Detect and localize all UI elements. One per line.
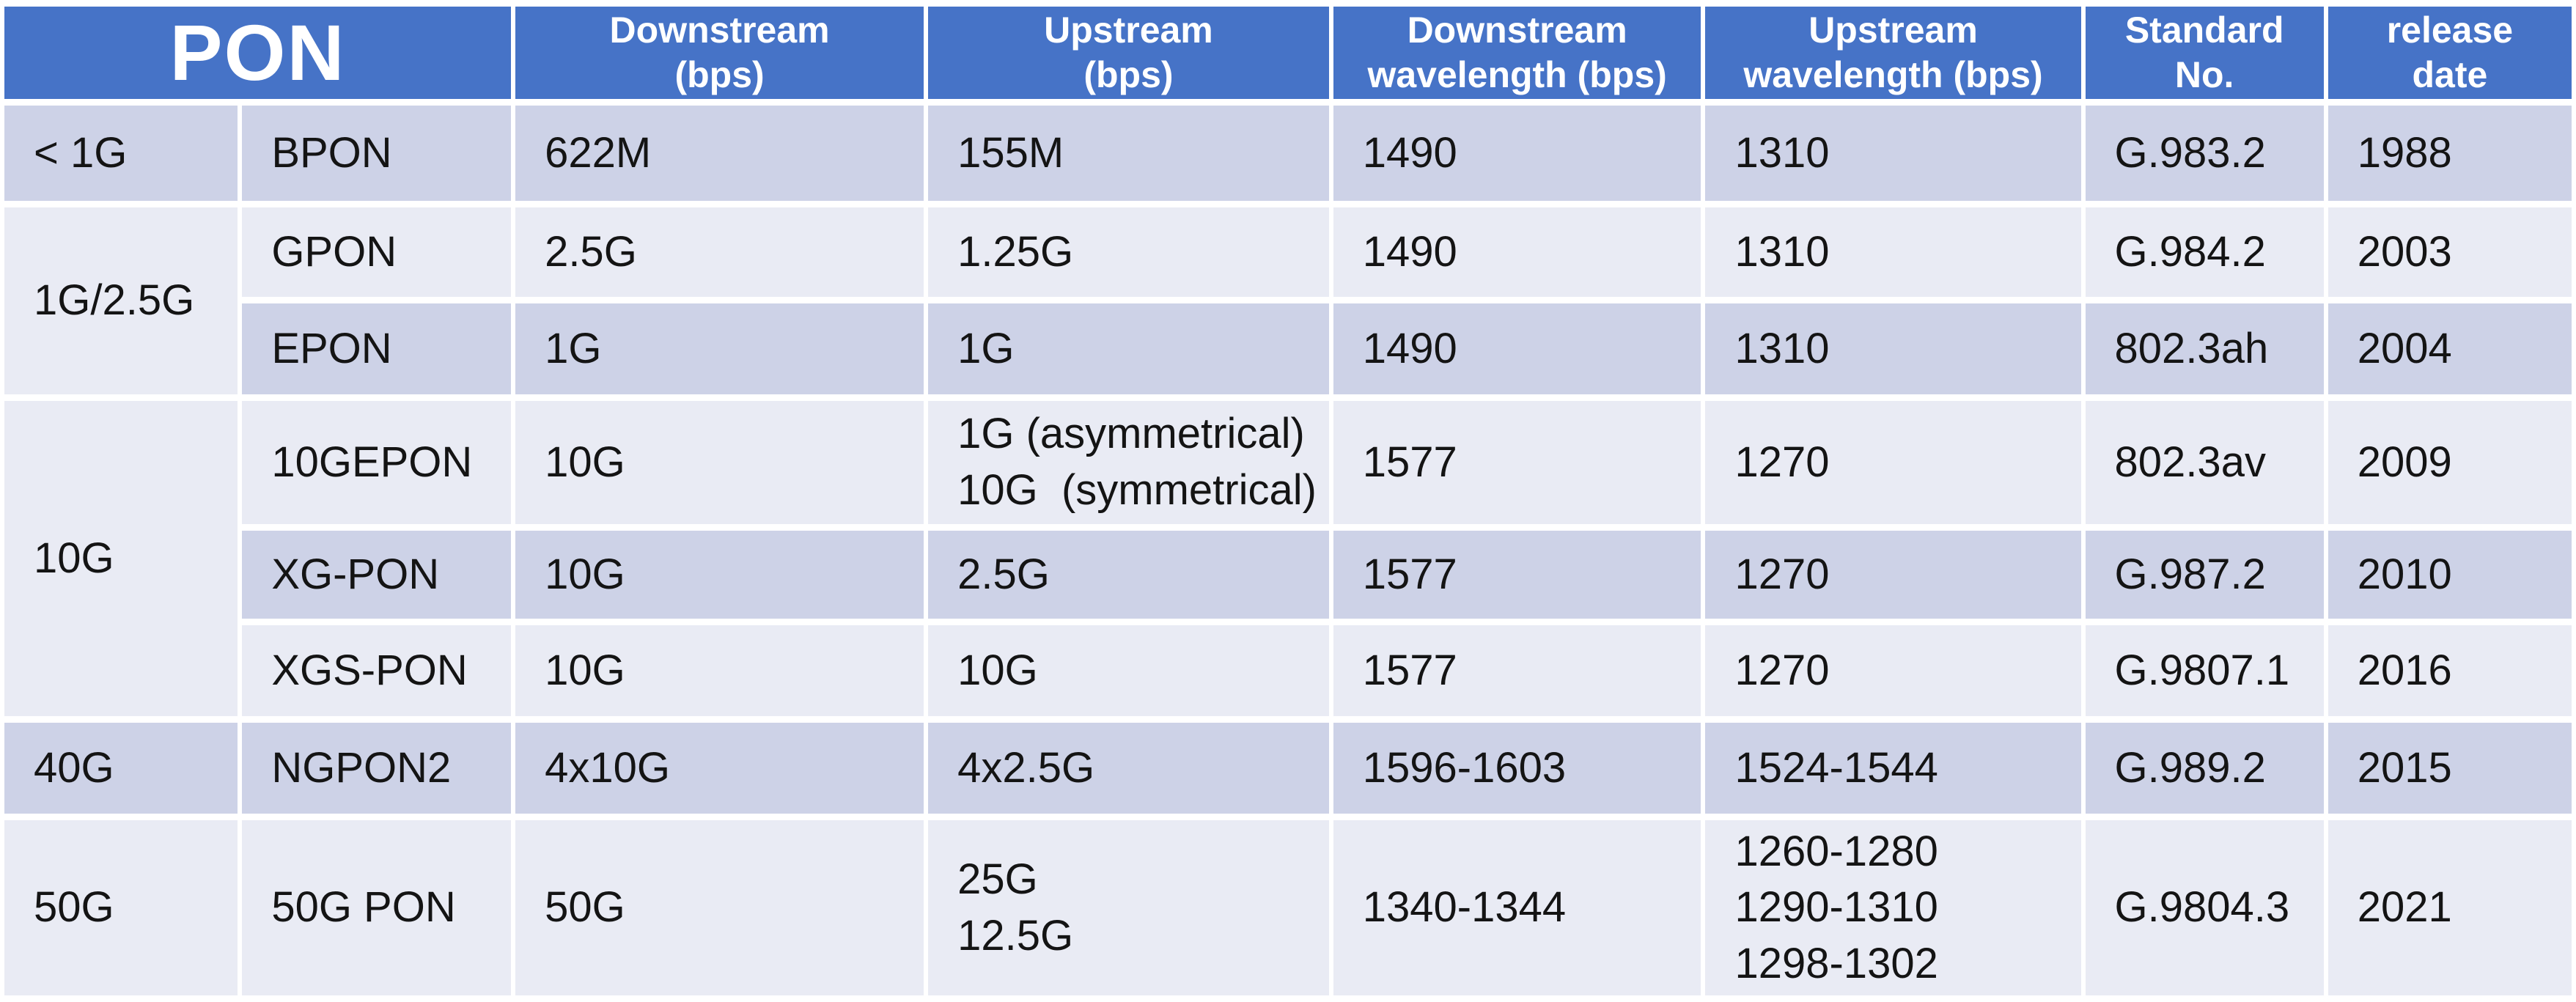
- downstream-wavelength-cell: 1577: [1333, 625, 1701, 716]
- upstream-cell: 10G: [928, 625, 1329, 716]
- upstream-cell: 1.25G: [928, 207, 1329, 297]
- category-cell: 10G: [4, 401, 238, 716]
- standard-cell: G.9804.3: [2085, 820, 2324, 995]
- table-row-epon: EPON 1G 1G 1490 1310 802.3ah 2004: [4, 303, 2572, 394]
- pon-type-cell: EPON: [242, 303, 512, 394]
- downstream-wavelength-cell: 1490: [1333, 303, 1701, 394]
- table-row-gpon: 1G/2.5G GPON 2.5G 1.25G 1490 1310 G.984.…: [4, 207, 2572, 394]
- upstream-wavelength-cell: 1260-1280 1290-1310 1298-1302: [1705, 820, 2081, 995]
- upstream-cell: 25G 12.5G: [928, 820, 1329, 995]
- downstream-cell: 10G: [515, 401, 924, 524]
- downstream-wavelength-cell: 1577: [1333, 401, 1701, 524]
- downstream-wavelength-cell: 1490: [1333, 106, 1701, 201]
- pon-type-cell: GPON: [242, 207, 512, 297]
- standard-cell: G.983.2: [2085, 106, 2324, 201]
- upstream-wavelength-cell: 1310: [1705, 207, 2081, 297]
- release-date-cell: 2009: [2327, 401, 2572, 524]
- table-row-bpon: < 1G BPON 622M 155M 1490 1310 G.983.2 19…: [4, 106, 2572, 201]
- upstream-cell: 2.5G: [928, 531, 1329, 619]
- standard-cell: G.9807.1: [2085, 625, 2324, 716]
- pon-type-cell: XG-PON: [242, 531, 512, 619]
- release-date-cell: 2015: [2327, 723, 2572, 814]
- pon-type-cell: NGPON2: [242, 723, 512, 814]
- pon-type-cell: 50G PON: [242, 820, 512, 995]
- standard-cell: G.987.2: [2085, 531, 2324, 619]
- category-cell: 40G: [4, 723, 238, 814]
- downstream-cell: 10G: [515, 531, 924, 619]
- col-header-downstream-wavelength: Downstream wavelength (bps): [1333, 7, 1701, 99]
- downstream-wavelength-cell: 1340-1344: [1333, 820, 1701, 995]
- upstream-cell: 1G: [928, 303, 1329, 394]
- upstream-wavelength-cell: 1270: [1705, 531, 2081, 619]
- table-row-xgspon: XGS-PON 10G 10G 1577 1270 G.9807.1 2016: [4, 625, 2572, 716]
- release-date-cell: 2021: [2327, 820, 2572, 995]
- table-row-ngpon2: 40G NGPON2 4x10G 4x2.5G 1596-1603 1524-1…: [4, 723, 2572, 814]
- upstream-wavelength-cell: 1310: [1705, 303, 2081, 394]
- release-date-cell: 2016: [2327, 625, 2572, 716]
- standard-cell: G.989.2: [2085, 723, 2324, 814]
- table-row-10gepon: 10G 10GEPON 10G 1G (asymmetrical) 10G (s…: [4, 401, 2572, 716]
- table-title: PON: [4, 7, 512, 99]
- release-date-cell: 1988: [2327, 106, 2572, 201]
- release-date-cell: 2004: [2327, 303, 2572, 394]
- category-cell: < 1G: [4, 106, 238, 201]
- standard-cell: G.984.2: [2085, 207, 2324, 297]
- upstream-wavelength-cell: 1310: [1705, 106, 2081, 201]
- upstream-wavelength-cell: 1270: [1705, 625, 2081, 716]
- upstream-cell: 155M: [928, 106, 1329, 201]
- upstream-cell: 4x2.5G: [928, 723, 1329, 814]
- downstream-cell: 4x10G: [515, 723, 924, 814]
- table-row-xgpon: XG-PON 10G 2.5G 1577 1270 G.987.2 2010: [4, 531, 2572, 619]
- downstream-cell: 622M: [515, 106, 924, 201]
- standard-cell: 802.3ah: [2085, 303, 2324, 394]
- col-header-upstream-wavelength: Upstream wavelength (bps): [1705, 7, 2081, 99]
- downstream-wavelength-cell: 1596-1603: [1333, 723, 1701, 814]
- category-cell: 50G: [4, 820, 238, 995]
- standard-cell: 802.3av: [2085, 401, 2324, 524]
- col-header-upstream-bps: Upstream (bps): [928, 7, 1329, 99]
- pon-type-cell: BPON: [242, 106, 512, 201]
- downstream-wavelength-cell: 1490: [1333, 207, 1701, 297]
- col-header-standard-no: Standard No.: [2085, 7, 2324, 99]
- col-header-downstream-bps: Downstream (bps): [515, 7, 924, 99]
- upstream-cell: 1G (asymmetrical) 10G (symmetrical): [928, 401, 1329, 524]
- release-date-cell: 2010: [2327, 531, 2572, 619]
- downstream-cell: 50G: [515, 820, 924, 995]
- pon-type-cell: 10GEPON: [242, 401, 512, 524]
- header-row: PON Downstream (bps) Upstream (bps) Down…: [4, 7, 2572, 99]
- release-date-cell: 2003: [2327, 207, 2572, 297]
- col-header-release-date: release date: [2327, 7, 2572, 99]
- downstream-cell: 10G: [515, 625, 924, 716]
- upstream-wavelength-cell: 1524-1544: [1705, 723, 2081, 814]
- downstream-wavelength-cell: 1577: [1333, 531, 1701, 619]
- table-row-50gpon: 50G 50G PON 50G 25G 12.5G 1340-1344 1260…: [4, 820, 2572, 995]
- category-cell: 1G/2.5G: [4, 207, 238, 394]
- downstream-cell: 1G: [515, 303, 924, 394]
- upstream-wavelength-cell: 1270: [1705, 401, 2081, 524]
- pon-type-cell: XGS-PON: [242, 625, 512, 716]
- downstream-cell: 2.5G: [515, 207, 924, 297]
